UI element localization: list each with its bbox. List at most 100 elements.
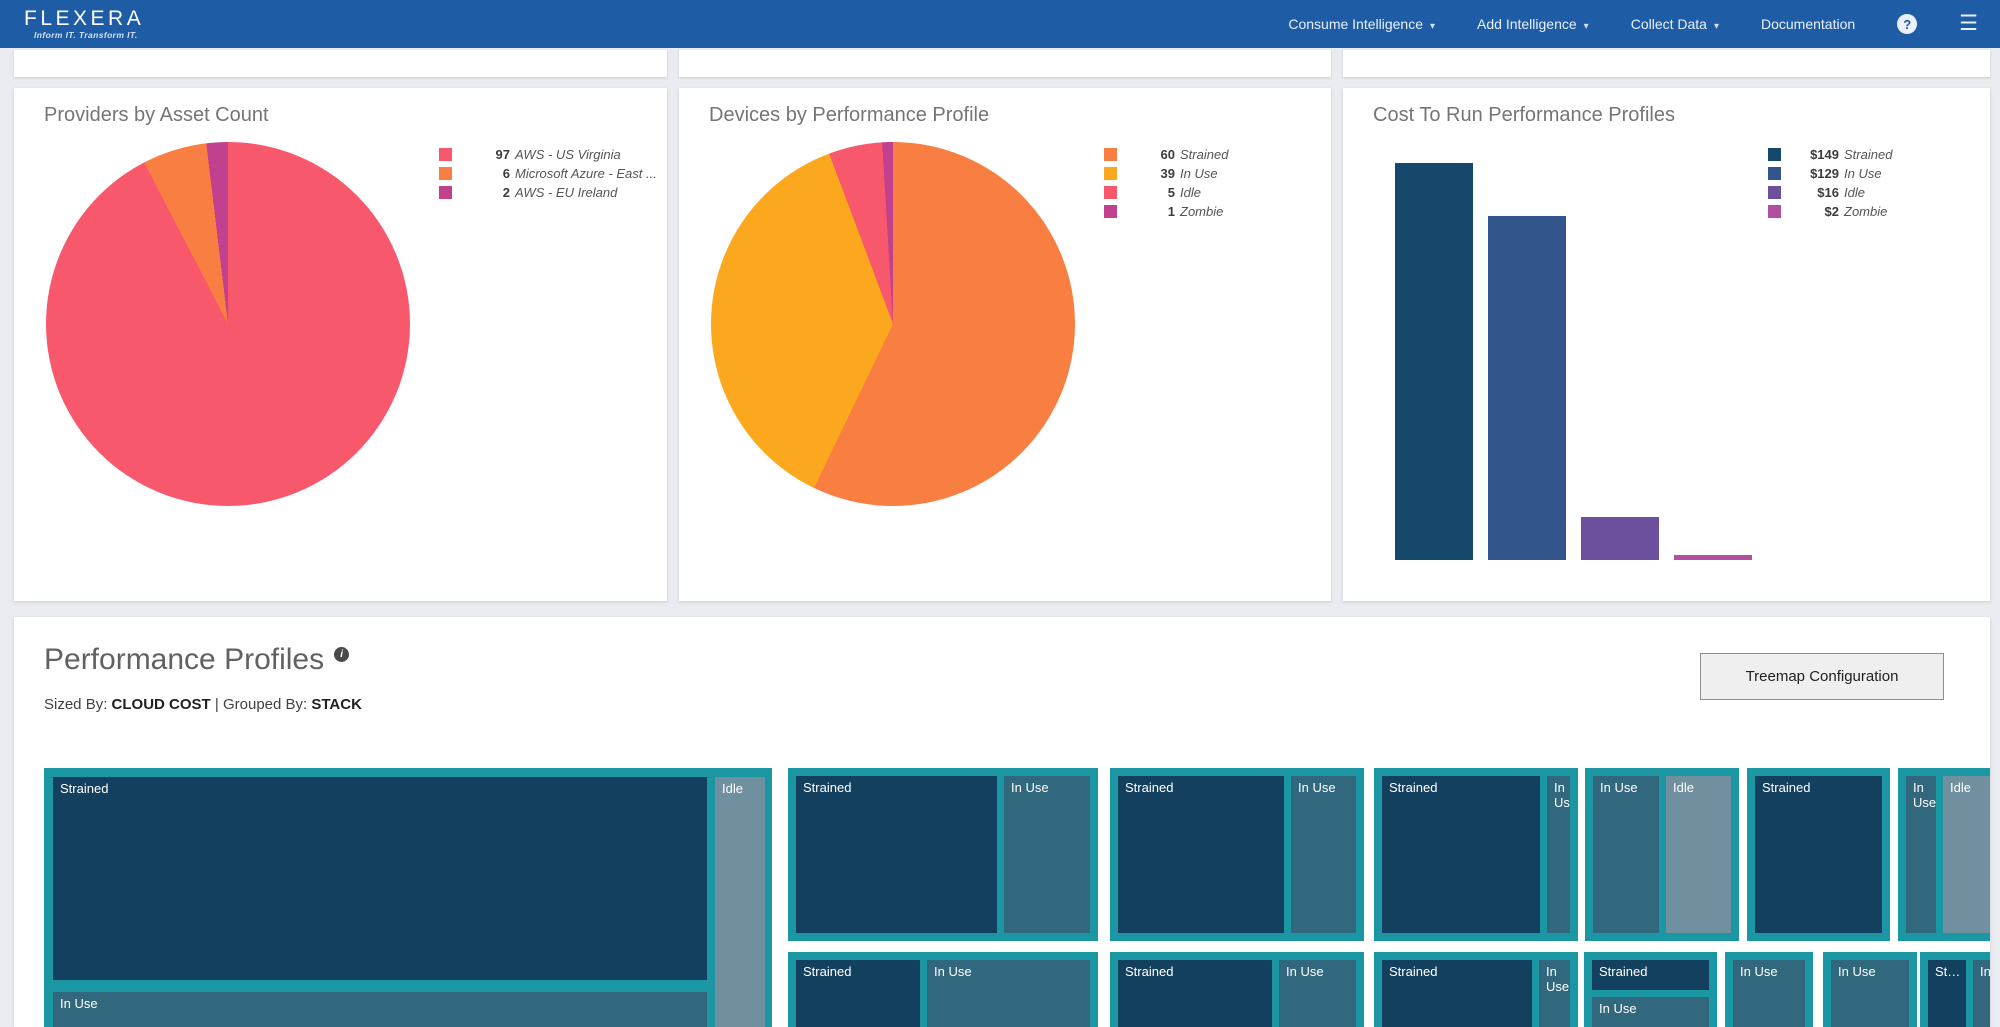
legend-swatch-icon	[1104, 205, 1117, 218]
legend-label: Microsoft Azure - East ...	[515, 166, 657, 181]
treemap-cell-label: In Use	[934, 964, 972, 979]
treemap-configuration-button[interactable]: Treemap Configuration	[1700, 653, 1944, 700]
treemap-cell-in_use[interactable]: In Use	[1593, 776, 1659, 933]
treemap-cell-label: In Use	[1838, 964, 1876, 979]
legend-label: Strained	[1844, 147, 1893, 162]
treemap-cell-in_use[interactable]: In Use	[1592, 997, 1709, 1027]
legend-swatch-icon	[1104, 148, 1117, 161]
providers-pie-chart[interactable]	[46, 142, 410, 506]
nav-items: Consume Intelligence ▾ Add Intelligence ▾ …	[1288, 12, 1978, 35]
legend-value: $149	[1810, 147, 1839, 162]
bar-strained[interactable]	[1395, 163, 1473, 560]
legend-value: 2	[502, 185, 510, 200]
treemap-cell-label: In Use	[1740, 964, 1778, 979]
treemap-cell-strained[interactable]: Strained	[1755, 776, 1882, 933]
hamburger-menu-icon[interactable]: ☰	[1959, 12, 1978, 35]
legend-item: $129 In Use	[1768, 164, 1892, 183]
nav-label: Add Intelligence	[1477, 16, 1577, 32]
treemap: Strained In Use Idle Strained In Use Strained…	[44, 768, 1990, 1027]
treemap-cell-strained[interactable]: Strained	[1382, 960, 1532, 1027]
treemap-cell-idle[interactable]: Idle	[1666, 776, 1731, 933]
treemap-cell-label: Strained	[1935, 964, 1966, 979]
treemap-cell-label: In Use	[1554, 780, 1570, 810]
treemap-cell-strained[interactable]: Strained	[1928, 960, 1966, 1027]
treemap-cell-strained[interactable]: Strained	[796, 960, 920, 1027]
treemap-cell-label: In Use	[1011, 780, 1049, 795]
treemap-cell-idle[interactable]: Idle	[1943, 776, 1990, 933]
treemap-group: Strained In Use	[788, 768, 1098, 941]
treemap-cell-in_use[interactable]: In Use	[1539, 960, 1570, 1027]
bar-idle[interactable]	[1581, 517, 1659, 560]
separator: |	[214, 696, 219, 713]
treemap-group: Strained In Use	[1584, 952, 1717, 1027]
nav-consume-intelligence[interactable]: Consume Intelligence ▾	[1288, 16, 1435, 32]
treemap-cell-label: Strained	[1389, 780, 1438, 795]
treemap-cell-strained[interactable]: Strained	[53, 777, 707, 980]
cost-bar-chart[interactable]	[1343, 88, 1990, 601]
nav-add-intelligence[interactable]: Add Intelligence ▾	[1477, 16, 1589, 32]
treemap-cell-label: In Use	[1913, 780, 1936, 810]
chevron-down-icon: ▾	[1430, 21, 1436, 32]
treemap-cell-idle[interactable]: Idle	[715, 777, 765, 1027]
legend-label: Idle	[1844, 185, 1865, 200]
treemap-cell-in_use[interactable]: In Use	[1291, 776, 1356, 933]
legend-item: 6 Microsoft Azure - East ...	[439, 164, 657, 183]
legend-label: Zombie	[1180, 204, 1224, 219]
treemap-cell-strained[interactable]: Strained	[1592, 960, 1709, 990]
legend-item: 60 Strained	[1104, 145, 1228, 164]
chart-legend: 60 Strained 39 In Use 5 Idle 1 Zombie	[1104, 145, 1228, 221]
legend-value: $129	[1810, 166, 1839, 181]
treemap-cell-strained[interactable]: Strained	[1118, 776, 1284, 933]
treemap-cell-label: In Use	[1546, 964, 1570, 994]
treemap-group: Strained In Use Idle	[44, 768, 772, 1027]
help-icon[interactable]: ?	[1897, 14, 1918, 34]
nav-collect-data[interactable]: Collect Data ▾	[1631, 16, 1719, 32]
legend-value: 97	[495, 147, 510, 162]
logo-tagline: Inform IT. Transform IT.	[34, 30, 138, 40]
legend-item: $16 Idle	[1768, 183, 1892, 202]
card-title: Devices by Performance Profile	[709, 104, 990, 126]
treemap-cell-label: Strained	[1762, 780, 1811, 795]
top-navbar: FLEXERA Inform IT. Transform IT. Consume…	[0, 0, 2000, 48]
bar-zombie[interactable]	[1674, 554, 1752, 560]
treemap-cell-strained[interactable]: Strained	[1118, 960, 1272, 1027]
treemap-group: In Use Idle	[1898, 768, 1990, 941]
treemap-cell-in_use[interactable]: In Use	[927, 960, 1090, 1027]
flexera-logo[interactable]: FLEXERA	[24, 7, 145, 30]
legend-item: $149 Strained	[1768, 145, 1892, 164]
sized-by-label: Sized By:	[44, 696, 108, 713]
legend-item: $2 Zombie	[1768, 202, 1892, 221]
devices-pie-chart[interactable]	[711, 142, 1075, 506]
chart-legend: $149 Strained $129 In Use $16 Idle $2 Zombie	[1768, 145, 1892, 221]
treemap-cell-label: Idle	[1950, 780, 1971, 795]
grouped-by-value: STACK	[311, 696, 362, 713]
treemap-cell-in_use[interactable]: In Use	[1547, 776, 1570, 933]
treemap-cell-label: Strained	[1125, 780, 1174, 795]
treemap-cell-in_use[interactable]: In Use	[1973, 960, 1990, 1027]
treemap-cell-in_use[interactable]: In Use	[1831, 960, 1909, 1027]
treemap-cell-label: In Use	[1980, 964, 1990, 979]
treemap-cell-in_use[interactable]: In Use	[1906, 776, 1936, 933]
legend-swatch-icon	[1768, 205, 1781, 218]
nav-label: Collect Data	[1630, 16, 1707, 32]
treemap-cell-strained[interactable]: Strained	[1382, 776, 1540, 933]
treemap-cell-strained[interactable]: Strained	[796, 776, 997, 933]
bar-in-use[interactable]	[1488, 216, 1566, 560]
legend-label: Strained	[1180, 147, 1229, 162]
info-icon[interactable]: i	[334, 647, 350, 662]
card-title: Cost To Run Performance Profiles	[1373, 104, 1675, 126]
legend-item: 1 Zombie	[1104, 202, 1228, 221]
treemap-cell-label: In Use	[1600, 780, 1638, 795]
card-title: Providers by Asset Count	[44, 104, 269, 126]
treemap-cell-label: Strained	[1599, 964, 1648, 979]
section-title-row: Performance Profiles i	[44, 643, 350, 677]
providers-by-asset-count-card: Providers by Asset Count 97 AWS - US Virg…	[14, 88, 667, 601]
treemap-cell-in_use[interactable]: In Use	[1279, 960, 1356, 1027]
treemap-cell-in_use[interactable]: In Use	[1004, 776, 1090, 933]
legend-item: 5 Idle	[1104, 183, 1228, 202]
treemap-cell-in_use[interactable]: In Use	[53, 992, 707, 1027]
treemap-group: Strained In Use	[1110, 768, 1364, 941]
partial-card-strip	[679, 50, 1331, 77]
nav-documentation[interactable]: Documentation	[1761, 16, 1855, 32]
treemap-cell-in_use[interactable]: In Use	[1733, 960, 1805, 1027]
